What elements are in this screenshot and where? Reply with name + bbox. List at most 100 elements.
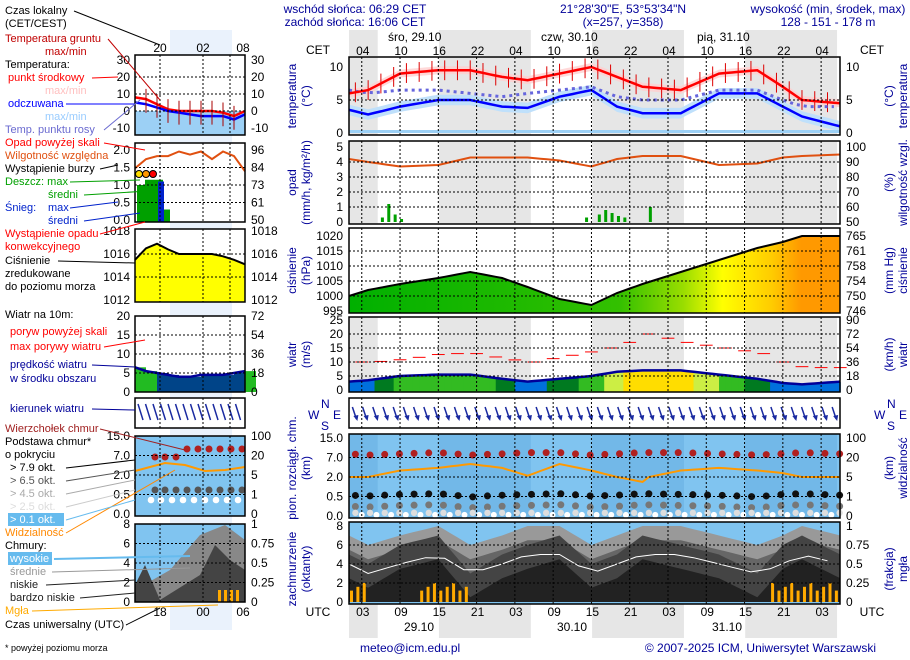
- wind-direction-arrowhead: [404, 415, 410, 421]
- legend-snow: Śnieg:: [5, 201, 36, 214]
- fog-bar: [802, 586, 806, 602]
- y-tick-label-right: 100: [846, 431, 866, 445]
- legend-y-tick-left: 15: [117, 328, 131, 342]
- sunrise: wschód słońca: 06:29 CET: [283, 2, 427, 16]
- y-tick-label-right: 10: [846, 60, 860, 74]
- cloud-base-dot: [513, 502, 521, 510]
- precip-bar: [585, 217, 589, 222]
- cloud-base-dot: [710, 511, 717, 518]
- wind-speed-bar: [495, 377, 503, 392]
- y-tick-label-left: 8: [336, 519, 343, 533]
- legend-y-tick-right: 18: [251, 366, 265, 380]
- legend-y-tick-left: 2: [123, 576, 130, 590]
- legend-wind-arrow: [182, 403, 189, 421]
- legend-low-cloud-area: [135, 545, 245, 602]
- contact-email-link[interactable]: meteo@icm.edu.pl: [360, 641, 460, 655]
- cloud-base-dot: [381, 502, 389, 510]
- y-tick-label-left: 15.0: [320, 431, 344, 445]
- legend-wind-bar: [146, 371, 157, 392]
- cet-tick-label: 10: [394, 44, 408, 58]
- y-tick-label-left: 1010: [316, 259, 343, 273]
- legend-leader-line: [83, 190, 149, 196]
- cloud-top-dot: [586, 451, 594, 459]
- wind-direction-arrowhead: [761, 415, 767, 421]
- wind-direction-arrowhead: [628, 415, 634, 421]
- cloud-base-dot: [395, 502, 403, 510]
- fog-bar: [796, 590, 800, 602]
- cover-axis-title-left: (oktanty): [299, 546, 313, 593]
- legend-ground-temp2: max/min: [45, 46, 87, 58]
- cloud-top-dot: [777, 450, 785, 458]
- utc-date-1: 29.10: [404, 620, 434, 634]
- cloud-base-dot: [718, 502, 726, 510]
- cloud-base-dot: [490, 511, 497, 518]
- wind-speed-bar: [699, 372, 707, 392]
- cloud-base-dot: [645, 509, 653, 517]
- legend-y-tick-left: 0.5: [113, 196, 130, 210]
- legend-pressure-area: [135, 243, 245, 302]
- wind-speed-bar: [387, 377, 395, 392]
- y-tick-label-left: 3: [336, 170, 343, 184]
- cloud-base-dot: [601, 503, 609, 511]
- cloud-top-dot: [425, 449, 433, 457]
- legend-cloud-base-dot: [179, 496, 187, 504]
- temp-axis-title-right: temperatura: [896, 63, 910, 128]
- cloud-base-dot: [520, 511, 527, 518]
- wind-direction-arrowhead: [465, 415, 471, 421]
- utc-tick-label: 21: [471, 605, 485, 619]
- fog-bar: [445, 586, 449, 602]
- legend-wind-bar: [168, 374, 179, 392]
- cloud-base-dot: [410, 490, 418, 498]
- wind-speed-bar: [795, 383, 803, 392]
- legend-leader-line: [53, 555, 191, 560]
- cloud-base-dot: [637, 511, 644, 518]
- legend-kdir-dummy: kierunek wiatru: [10, 403, 84, 415]
- legend-y-tick-right: 20: [251, 449, 265, 463]
- wind-speed-bar: [680, 370, 688, 392]
- utc-tick-label: 09: [394, 605, 408, 619]
- cloud-base-dot: [542, 509, 550, 517]
- legend-storm-marker: [135, 170, 143, 178]
- utc-tick-label: 15: [433, 605, 447, 619]
- legend-leader-line: [51, 567, 191, 573]
- night-band: [438, 141, 531, 224]
- legend-cloud-top-dot: [161, 453, 169, 461]
- wind-speed-bar: [559, 378, 567, 392]
- cloud-base-dot: [534, 511, 541, 518]
- legend-y-tick-left: 0: [123, 595, 130, 609]
- legend-very-low: bardzo niskie: [10, 592, 75, 604]
- precip-bar: [597, 214, 601, 222]
- legend-dir-panel: [134, 397, 246, 429]
- pressure-line: [348, 235, 841, 307]
- legend-storm: Wystąpienie burzy: [5, 163, 95, 175]
- legend-y-tick-right: 20: [251, 70, 265, 84]
- legend-wind-arrow: [212, 403, 219, 421]
- precip-bar: [604, 210, 608, 222]
- wind-speed-bar: [789, 383, 797, 392]
- y-tick-label-left: 20: [330, 327, 344, 341]
- press-axis-title-left: (hPa): [299, 256, 313, 285]
- cloud-base-dot: [769, 511, 776, 518]
- wind-speed-bar: [738, 376, 746, 392]
- precip-bar: [610, 213, 614, 222]
- wind-direction-arrowhead: [669, 415, 675, 421]
- cloud-base-dot: [762, 503, 770, 511]
- wind-speed-bar: [629, 371, 637, 392]
- cloud-base-dot: [733, 492, 741, 500]
- cloud-base-dot: [601, 492, 609, 500]
- wind-direction-arrowhead: [700, 415, 706, 421]
- wind-speed-bar: [374, 379, 382, 392]
- legend-leader-line: [65, 479, 136, 495]
- legend-y-tick-right: 0: [251, 104, 258, 118]
- cet-tick-label: 10: [701, 44, 715, 58]
- legend-y-tick-left: 1018: [103, 224, 130, 238]
- legend-gust-max: max porywy wiatru: [10, 341, 101, 353]
- cloud-base-dot: [681, 511, 688, 518]
- legend-leader-line: [79, 592, 136, 599]
- y-tick-label-left: 2.0: [326, 470, 343, 484]
- wind-speed-bar: [801, 384, 809, 392]
- cloud-base-dot: [616, 491, 624, 499]
- cet-tick-label: 10: [547, 44, 561, 58]
- legend-feels: odczuwana: [8, 98, 65, 110]
